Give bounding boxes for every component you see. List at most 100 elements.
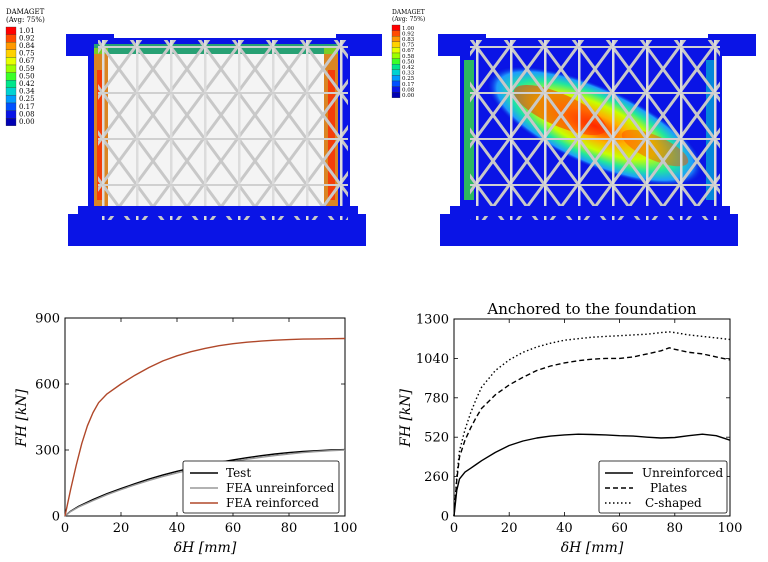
frame-model-left <box>66 34 382 246</box>
y-tick-label: 1040 <box>416 352 449 367</box>
legend-label-c-shaped: C-shaped <box>645 496 702 510</box>
x-tick-label: 20 <box>501 521 518 536</box>
plot-frame <box>64 317 346 517</box>
x-tick-label: 80 <box>667 521 684 536</box>
legend-title: DAMAGET <box>392 9 425 16</box>
series-lines <box>453 331 731 517</box>
legend-value: 0.83 <box>402 37 415 43</box>
y-tick-label: 900 <box>35 312 60 327</box>
x-tick-label: 100 <box>718 521 743 536</box>
foundation-top-band <box>78 206 358 216</box>
chart-title: Anchored to the foundation <box>486 300 696 318</box>
frame-model-right <box>438 34 756 246</box>
damage-strip-left <box>464 60 474 200</box>
legend-swatch <box>5 72 17 81</box>
legend-title: DAMAGET <box>6 8 45 16</box>
legend-swatch <box>5 26 17 35</box>
legend-swatches: 1.010.920.840.750.670.590.500.420.340.25… <box>5 26 35 126</box>
legend-value: 0.58 <box>402 54 415 60</box>
damage-legend-left: DAMAGET (Avg: 75%) 1.010.920.840.750.670… <box>5 8 45 126</box>
legend-swatch <box>5 49 17 58</box>
legend-subtitle: (Avg: 75%) <box>392 16 425 23</box>
legend-label-plates: Plates <box>650 481 687 495</box>
legend-swatch <box>5 102 17 111</box>
chart-right: Anchored to the foundation 0 20 40 60 80 1000… <box>398 300 742 556</box>
legend-swatch <box>391 75 401 82</box>
legend-swatch <box>5 87 17 96</box>
x-axis-label: δH [mm] <box>561 540 624 556</box>
legend-swatch <box>391 64 401 70</box>
series-line-c-shaped <box>453 331 731 517</box>
x-tick-label: 60 <box>611 521 628 536</box>
legend-value: 1.01 <box>19 27 35 35</box>
legend-label-unreinforced: Unreinforced <box>642 466 723 480</box>
legend-value: 0.59 <box>19 65 35 73</box>
legend-swatch <box>391 47 401 54</box>
legend-value: 0.33 <box>402 71 415 77</box>
y-tick-label: 260 <box>424 470 449 485</box>
legend-swatch <box>391 36 401 42</box>
legend-value: 0.08 <box>19 110 35 118</box>
legend-value: 0.92 <box>19 34 35 42</box>
y-tick-label: 520 <box>424 431 449 446</box>
legend-label-fea-unreinforced: FEA unreinforced <box>226 481 335 495</box>
legend-value: 0.17 <box>402 82 415 88</box>
foundation-top-band <box>450 206 730 216</box>
legend-value: 0.08 <box>402 87 415 93</box>
legend-swatch <box>5 64 17 73</box>
y-tick-label: 1300 <box>416 313 449 328</box>
x-tick-label: 40 <box>169 521 186 536</box>
x-tick-label: 20 <box>113 521 130 536</box>
x-tick-label: 60 <box>225 521 242 536</box>
legend-swatch <box>5 80 17 88</box>
y-axis-label: FH [kN] <box>398 388 414 448</box>
legend-swatch <box>391 69 401 76</box>
legend-label-test: Test <box>226 466 251 480</box>
legend-value: 0.42 <box>402 65 414 71</box>
y-tick-label: 600 <box>35 378 60 393</box>
y-tick-label: 300 <box>35 444 60 459</box>
x-axis-label: δH [mm] <box>174 540 237 556</box>
damage-panel-right: DAMAGET (Avg: 75%) 1.000.920.830.750.670… <box>391 9 756 246</box>
x-tick-label: 100 <box>333 521 358 536</box>
legend-swatch <box>391 80 401 87</box>
legend-value: 0.34 <box>19 88 35 96</box>
legend-value: 0.42 <box>19 80 35 88</box>
plot-frame <box>453 318 731 517</box>
x-tick-label: 40 <box>556 521 573 536</box>
legend-swatch <box>391 58 401 65</box>
truss-grid <box>470 40 720 220</box>
legend-swatch <box>391 52 401 59</box>
y-tick-label: 780 <box>424 391 449 406</box>
legend-value: 1.00 <box>402 26 415 32</box>
legend: Unreinforced Plates C-shaped <box>598 460 728 514</box>
legend-value: 0.25 <box>19 95 35 103</box>
legend: Test FEA unreinforced FEA reinforced <box>182 460 340 514</box>
legend-swatch <box>5 118 17 126</box>
legend-swatch <box>5 110 17 119</box>
legend-label-fea-reinforced: FEA reinforced <box>226 496 319 510</box>
chart-left: 0 20 40 60 80 100 0 300 600 900 FH [kN] δH [mm] T… <box>14 312 357 557</box>
damage-legend-right: DAMAGET (Avg: 75%) 1.000.920.830.750.670… <box>391 9 425 99</box>
legend-box <box>182 460 340 514</box>
legend-value: 0.75 <box>19 50 35 58</box>
legend-swatches: 1.000.920.830.750.670.580.500.420.330.25… <box>391 24 415 99</box>
legend-swatch <box>391 24 401 31</box>
axis-ticks: 0 20 40 60 80 100 0 300 600 900 <box>35 312 357 537</box>
y-tick-label: 0 <box>52 510 60 525</box>
axis-ticks: 0 20 40 60 80 100 0 260 520 780 1040 1300 <box>416 313 743 537</box>
legend-value: 0.67 <box>402 48 415 54</box>
legend-value: 0.50 <box>19 72 35 80</box>
x-tick-label: 0 <box>450 521 458 536</box>
series-line-plates <box>453 347 731 517</box>
x-tick-label: 0 <box>61 521 69 536</box>
legend-swatch <box>5 34 17 43</box>
legend-swatch <box>5 57 17 66</box>
legend-subtitle: (Avg: 75%) <box>6 16 45 24</box>
legend-box <box>598 460 728 514</box>
legend-swatch <box>391 30 401 37</box>
legend-swatch <box>391 86 401 93</box>
damage-panel-left: DAMAGET (Avg: 75%) 1.010.920.840.750.670… <box>5 8 382 246</box>
legend-swatch <box>391 41 401 48</box>
